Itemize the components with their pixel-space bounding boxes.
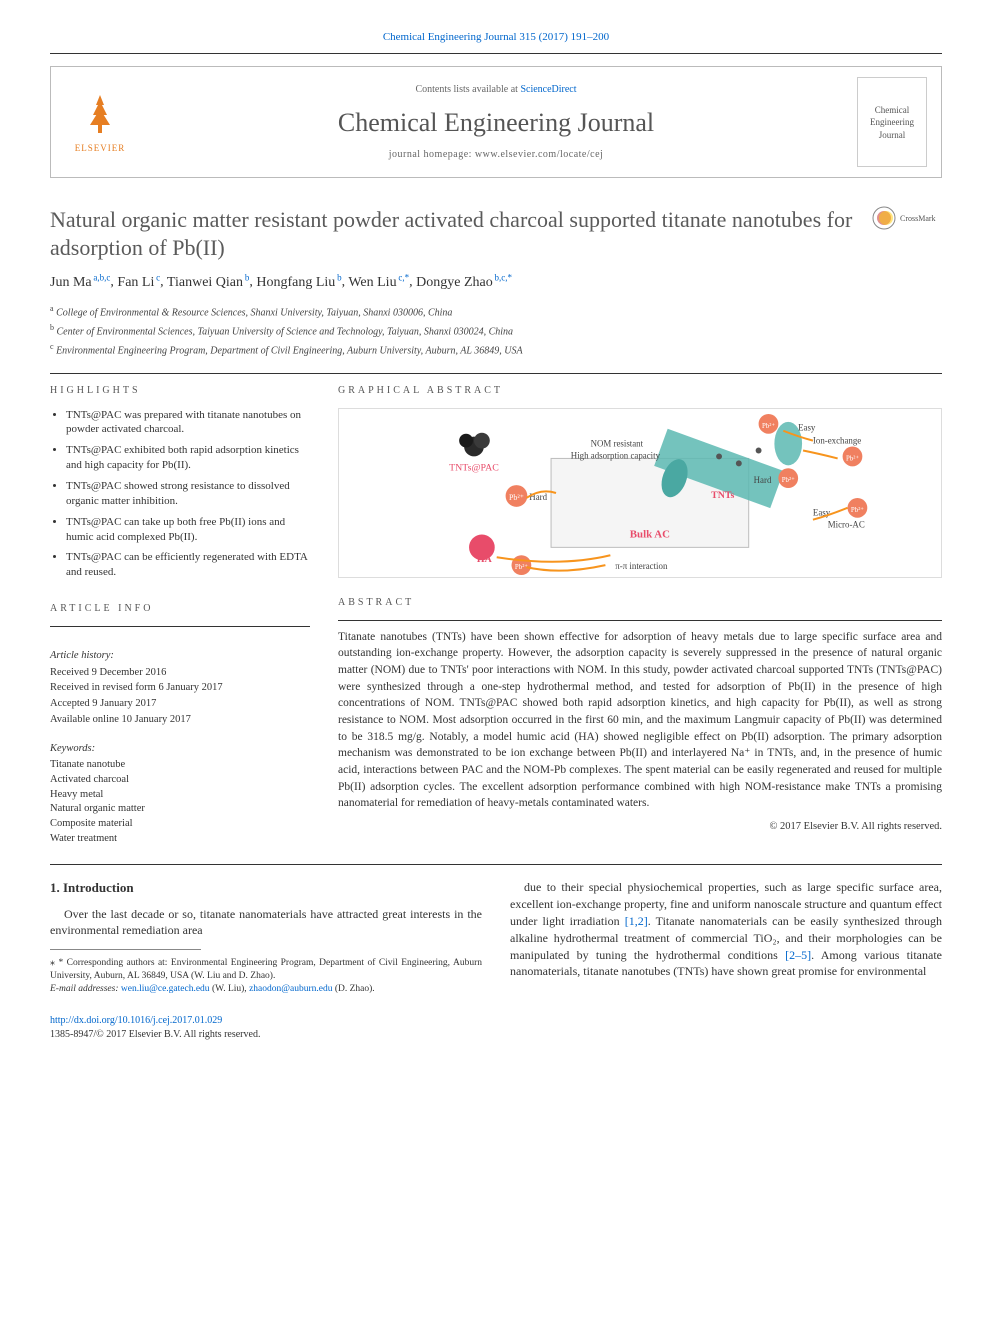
affiliations: a College of Environmental & Resource Sc… — [50, 303, 942, 359]
graphical-abstract-label: GRAPHICAL ABSTRACT — [338, 384, 942, 398]
affiliation: c Environmental Engineering Program, Dep… — [50, 341, 942, 358]
svg-text:Ion-exchange: Ion-exchange — [813, 435, 861, 445]
history-line: Accepted 9 January 2017 — [50, 697, 310, 712]
sciencedirect-link[interactable]: ScienceDirect — [520, 84, 576, 95]
svg-text:Micro-AC: Micro-AC — [828, 519, 865, 529]
author: Jun Ma a,b,c — [50, 275, 110, 290]
email2-who: (D. Zhao). — [335, 984, 375, 994]
journal-cover: Chemical Engineering Journal — [857, 77, 927, 167]
svg-text:Bulk AC: Bulk AC — [630, 528, 670, 540]
crossmark-icon — [872, 206, 896, 230]
issn-line: 1385-8947/© 2017 Elsevier B.V. All right… — [50, 1029, 260, 1040]
author: Dongye Zhao b,c,* — [416, 275, 512, 290]
rule-after-affiliations — [50, 373, 942, 374]
footer: http://dx.doi.org/10.1016/j.cej.2017.01.… — [50, 1014, 942, 1042]
keywords-block: Keywords: Titanate nanotubeActivated cha… — [50, 742, 310, 847]
svg-text:Pb²⁺: Pb²⁺ — [782, 477, 795, 484]
ref-link-2[interactable]: [2–5] — [785, 948, 811, 962]
homepage-prefix: journal homepage: — [389, 149, 475, 160]
tree-icon — [76, 91, 124, 139]
highlight-item: TNTs@PAC was prepared with titanate nano… — [66, 408, 310, 438]
homepage-url[interactable]: www.elsevier.com/locate/cej — [475, 149, 603, 160]
author: Tianwei Qian b — [167, 275, 249, 290]
svg-text:Pb²⁺: Pb²⁺ — [762, 422, 775, 429]
svg-text:Easy: Easy — [798, 422, 816, 432]
contents-prefix: Contents lists available at — [415, 84, 520, 95]
homepage-line: journal homepage: www.elsevier.com/locat… — [149, 148, 843, 162]
abstract-label: ABSTRACT — [338, 596, 942, 610]
svg-text:Pb²⁺: Pb²⁺ — [846, 455, 859, 462]
keyword: Water treatment — [50, 832, 310, 847]
email-link-1[interactable]: wen.liu@ce.gatech.edu — [121, 984, 210, 994]
abstract-rule — [338, 620, 942, 621]
sciencedirect-line: Contents lists available at ScienceDirec… — [149, 83, 843, 97]
masthead: ELSEVIER Contents lists available at Sci… — [50, 66, 942, 178]
highlights: TNTs@PAC was prepared with titanate nano… — [50, 408, 310, 580]
crossmark-label: CrossMark — [900, 213, 936, 224]
header-rule-top — [50, 53, 942, 54]
article-info: Article history: Received 9 December 201… — [50, 649, 310, 846]
abstract-text: Titanate nanotubes (TNTs) have been show… — [338, 629, 942, 812]
keyword: Titanate nanotube — [50, 758, 310, 773]
highlight-item: TNTs@PAC can take up both free Pb(II) io… — [66, 515, 310, 545]
svg-text:Pb²⁺: Pb²⁺ — [509, 493, 524, 502]
intro-para-2: due to their special physiochemical prop… — [510, 879, 942, 980]
affiliation: b Center of Environmental Sciences, Taiy… — [50, 322, 942, 339]
elsevier-text: ELSEVIER — [75, 142, 126, 155]
author: Hongfang Liu b — [256, 275, 341, 290]
right-meta-col: GRAPHICAL ABSTRACT Bulk AC TNTs@PAC NOM … — [338, 384, 942, 847]
history-line: Received in revised form 6 January 2017 — [50, 681, 310, 696]
svg-text:High adsorption capacity: High adsorption capacity — [571, 450, 661, 460]
copyright: © 2017 Elsevier B.V. All rights reserved… — [338, 820, 942, 835]
author: Fan Li c — [117, 275, 160, 290]
intro-para-1: Over the last decade or so, titanate nan… — [50, 906, 482, 940]
keyword: Natural organic matter — [50, 802, 310, 817]
keyword: Composite material — [50, 817, 310, 832]
svg-text:TNTs@PAC: TNTs@PAC — [449, 462, 499, 473]
affiliation: a College of Environmental & Resource Sc… — [50, 303, 942, 320]
section-heading: 1. Introduction — [50, 879, 482, 897]
article-info-rule — [50, 626, 310, 627]
email1-who: (W. Liu), — [212, 984, 247, 994]
email-label: E-mail addresses: — [50, 984, 119, 994]
section-title: Introduction — [63, 880, 134, 895]
svg-text:TNTs: TNTs — [711, 490, 734, 501]
author: Wen Liu c,* — [348, 275, 409, 290]
keywords-label: Keywords: — [50, 742, 310, 757]
highlight-item: TNTs@PAC can be efficiently regenerated … — [66, 550, 310, 580]
citation-line: Chemical Engineering Journal 315 (2017) … — [50, 30, 942, 45]
left-meta-col: HIGHLIGHTS TNTs@PAC was prepared with ti… — [50, 384, 310, 847]
body-columns: 1. Introduction Over the last decade or … — [50, 879, 942, 995]
email-link-2[interactable]: zhaodon@auburn.edu — [249, 984, 332, 994]
crossmark-badge[interactable]: CrossMark — [872, 206, 942, 230]
article-info-label: ARTICLE INFO — [50, 602, 310, 616]
doi-link[interactable]: http://dx.doi.org/10.1016/j.cej.2017.01.… — [50, 1015, 222, 1026]
corr-text: * Corresponding authors at: Environmenta… — [50, 958, 482, 981]
history-label: Article history: — [50, 649, 310, 664]
svg-text:Hard: Hard — [754, 475, 772, 485]
highlight-item: TNTs@PAC showed strong resistance to dis… — [66, 479, 310, 509]
authors: Jun Ma a,b,c, Fan Li c, Tianwei Qian b, … — [50, 271, 942, 292]
highlight-item: TNTs@PAC exhibited both rapid adsorption… — [66, 443, 310, 473]
keyword: Activated charcoal — [50, 773, 310, 788]
journal-name: Chemical Engineering Journal — [149, 105, 843, 141]
keyword: Heavy metal — [50, 788, 310, 803]
elsevier-logo: ELSEVIER — [65, 82, 135, 162]
history-line: Available online 10 January 2017 — [50, 713, 310, 728]
graphical-abstract-figure: Bulk AC TNTs@PAC NOM resistant High adso… — [338, 408, 942, 578]
svg-text:Pb²⁺: Pb²⁺ — [851, 506, 864, 513]
footnote-rule — [50, 949, 201, 950]
article-title: Natural organic matter resistant powder … — [50, 206, 860, 261]
graphical-abstract-svg: Bulk AC TNTs@PAC NOM resistant High adso… — [339, 409, 941, 577]
svg-text:NOM resistant: NOM resistant — [591, 438, 644, 448]
masthead-center: Contents lists available at ScienceDirec… — [149, 83, 843, 161]
history-line: Received 9 December 2016 — [50, 666, 310, 681]
highlights-label: HIGHLIGHTS — [50, 384, 310, 398]
section-number: 1. — [50, 880, 60, 895]
ref-link-1[interactable]: [1,2] — [625, 914, 648, 928]
svg-text:π-π interaction: π-π interaction — [615, 561, 668, 571]
corresponding-footnote: ⁎ * Corresponding authors at: Environmen… — [50, 956, 482, 995]
svg-text:Hard: Hard — [529, 492, 547, 502]
body-rule — [50, 864, 942, 865]
